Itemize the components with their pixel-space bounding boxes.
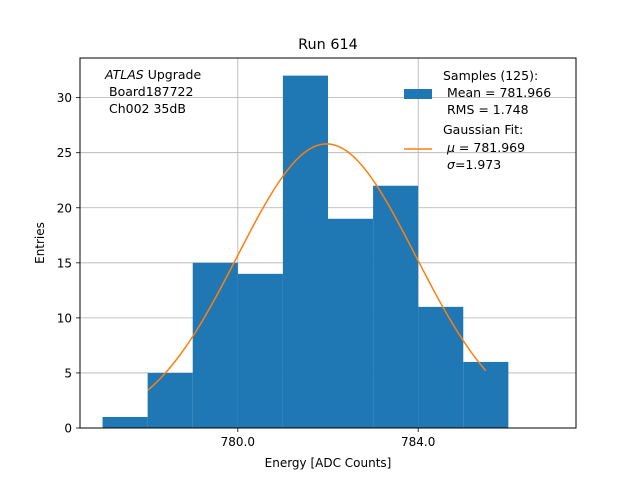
gaussian-fit-curve bbox=[147, 143, 487, 392]
legend-samples-mean: Mean = 781.966 bbox=[443, 85, 551, 100]
histogram-bar bbox=[328, 218, 374, 428]
legend-samples-rms: RMS = 1.748 bbox=[443, 102, 529, 117]
legend-fit-title: Gaussian Fit: bbox=[443, 122, 523, 137]
annotation-upgrade: Upgrade bbox=[144, 67, 202, 82]
x-tick-label: 780.0 bbox=[221, 435, 255, 449]
legend-fit-sigma: σ=1.973 bbox=[447, 157, 501, 172]
x-axis-ticks: 780.0 784.0 bbox=[221, 428, 435, 449]
histogram-bar bbox=[192, 262, 238, 428]
legend-fit-mu: μ = 781.969 bbox=[446, 140, 525, 155]
legend-sigma-symbol: σ bbox=[447, 157, 456, 172]
annotation-channel: Ch002 35dB bbox=[109, 101, 186, 116]
histogram-bar bbox=[418, 306, 464, 428]
y-tick-label: 10 bbox=[57, 311, 72, 325]
histogram-bar bbox=[147, 372, 193, 428]
y-tick-label: 25 bbox=[57, 146, 72, 160]
legend-samples-title: Samples (125): bbox=[443, 68, 538, 83]
annotation-experiment: ATLAS Upgrade bbox=[104, 67, 201, 82]
y-tick-label: 0 bbox=[64, 422, 72, 436]
y-axis-label: Entries bbox=[33, 222, 47, 264]
plot-frame bbox=[79, 57, 577, 429]
legend-mu-value: = 781.969 bbox=[455, 140, 525, 155]
y-tick-label: 5 bbox=[64, 366, 72, 380]
chart-title: Run 614 bbox=[298, 37, 358, 53]
histogram-bar bbox=[102, 416, 148, 428]
legend-mu-symbol: μ bbox=[446, 140, 455, 155]
histogram-bar bbox=[282, 75, 328, 428]
x-axis-label: Energy [ADC Counts] bbox=[265, 456, 392, 470]
y-tick-label: 20 bbox=[57, 201, 72, 215]
y-tick-label: 30 bbox=[57, 91, 72, 105]
histogram-bar bbox=[373, 185, 419, 428]
annotation-atlas: ATLAS bbox=[104, 67, 144, 82]
x-tick-label: 784.0 bbox=[401, 435, 435, 449]
y-tick-label: 15 bbox=[57, 256, 72, 270]
legend-sigma-value: =1.973 bbox=[455, 157, 501, 172]
histogram-bar bbox=[463, 361, 509, 428]
atlas-annotation: ATLAS Upgrade Board187722 Ch002 35dB bbox=[104, 67, 201, 116]
annotation-board: Board187722 bbox=[109, 84, 193, 99]
y-axis-ticks: 0 5 10 15 20 25 30 bbox=[57, 91, 80, 436]
histogram-bar bbox=[237, 273, 283, 428]
legend: Samples (125): Mean = 781.966 RMS = 1.74… bbox=[404, 68, 551, 172]
histogram-bars bbox=[102, 75, 509, 428]
legend-histogram-swatch bbox=[404, 89, 432, 99]
